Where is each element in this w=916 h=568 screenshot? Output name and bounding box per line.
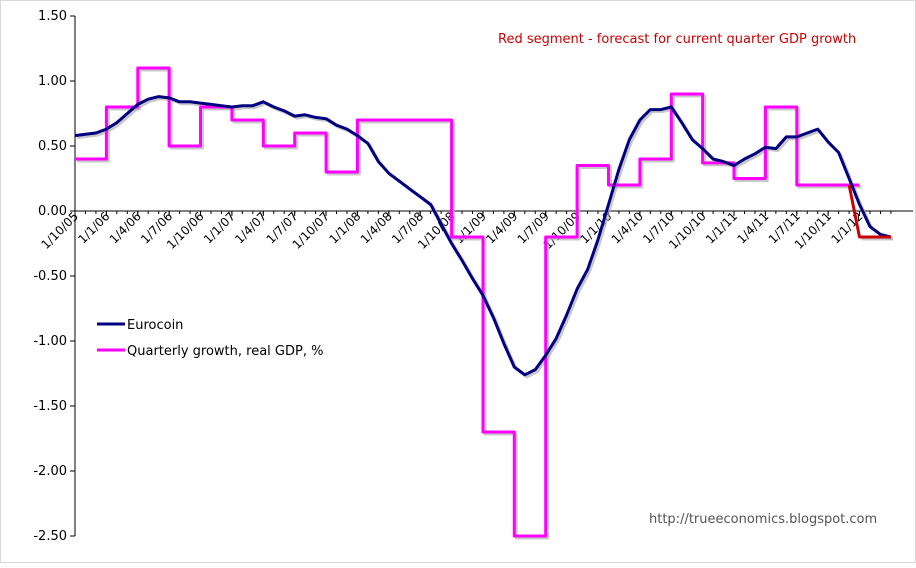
- forecast-annotation: Red segment - forecast for current quart…: [498, 32, 856, 47]
- y-tick-label: 1.00: [38, 74, 67, 89]
- x-tick-label: 1/4/06: [107, 209, 144, 246]
- x-tick-label: 1/1/11: [703, 209, 740, 246]
- legend-label-gdp: Quarterly growth, real GDP, %: [127, 344, 323, 359]
- source-url: http://trueeconomics.blogspot.com: [649, 512, 877, 527]
- x-tick-label: 1/4/09: [483, 209, 520, 246]
- y-tick-label: -2.00: [33, 464, 67, 479]
- x-tick-label: 1/1/08: [326, 209, 363, 246]
- x-tick-label: 1/1/06: [75, 209, 112, 246]
- y-tick-label: -1.50: [33, 399, 67, 414]
- y-tick-label: -2.50: [33, 529, 67, 544]
- gdp-series-shadow: [77, 68, 862, 540]
- x-tick-label: 1/1/12: [828, 209, 865, 246]
- y-tick-label: -0.50: [33, 269, 67, 284]
- y-tick-label: 0.00: [38, 204, 67, 219]
- forecast-series-line: [847, 184, 891, 239]
- gdp-series-line: [75, 66, 860, 538]
- y-tick-label: 1.50: [38, 9, 67, 24]
- y-tick-label: 0.50: [38, 139, 67, 154]
- eurocoin-series-line: [74, 95, 892, 377]
- y-tick-label: -1.00: [33, 334, 67, 349]
- legend-label-eurocoin: Eurocoin: [127, 318, 183, 333]
- x-tick-label: 1/1/07: [201, 209, 238, 246]
- x-tick-label: 1/4/11: [734, 209, 771, 246]
- x-tick-label: 1/4/07: [232, 209, 269, 246]
- x-tick-label: 1/4/08: [358, 209, 395, 246]
- x-tick-label: 1/4/10: [609, 209, 646, 246]
